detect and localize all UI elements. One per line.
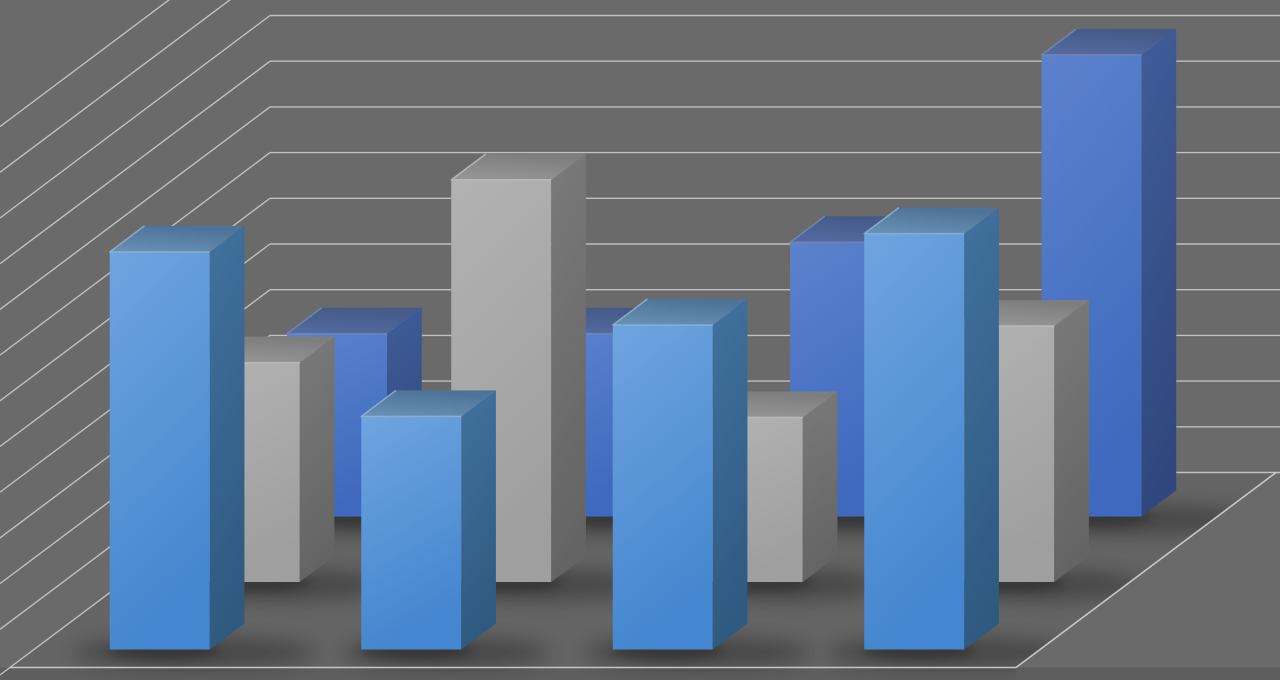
- bar-front-face: [864, 233, 965, 650]
- bar-side-face: [551, 153, 586, 582]
- bar-front-face: [361, 416, 462, 650]
- bar-top-face: [109, 225, 245, 252]
- bar-side-face: [712, 299, 748, 650]
- bar-top-face: [451, 153, 586, 180]
- bar-top-face: [612, 299, 748, 326]
- bar-side-face: [802, 391, 838, 582]
- bar-top-bevel-highlight: [1040, 28, 1142, 56]
- bar-top-bevel-highlight: [286, 307, 388, 335]
- bar-top-face: [287, 307, 422, 334]
- bar-top-bevel-highlight: [108, 225, 210, 253]
- bar-top-face: [361, 390, 496, 417]
- bar-front-cat4: [863, 206, 999, 650]
- bar-side-face: [209, 225, 245, 650]
- bar-side-face: [299, 336, 335, 582]
- side-wall-gridline: [0, 60, 271, 265]
- bar-top-bevel-highlight: [611, 298, 713, 326]
- bar-front-cat3: [611, 298, 748, 650]
- bar-side-face: [461, 390, 496, 650]
- bar-top-face: [1041, 28, 1177, 55]
- bar-side-face: [964, 207, 999, 650]
- bar-top-bevel-highlight: [450, 153, 552, 181]
- bar-top-bevel-highlight: [789, 215, 891, 244]
- bar-top-bevel-highlight: [360, 389, 462, 418]
- bar-front-face: [612, 325, 713, 650]
- side-wall-gridline: [0, 0, 170, 128]
- bar-front-cat1: [108, 225, 245, 650]
- side-wall-gridline: [0, 0, 231, 173]
- bar-top-face: [864, 207, 999, 234]
- side-wall-gridline: [0, 106, 271, 310]
- side-wall-gridline: [0, 14, 271, 219]
- bar-side-face: [1141, 28, 1177, 517]
- bar-front-face: [109, 251, 210, 650]
- floor-edge-lines-layer: [10, 471, 1277, 669]
- floor-front-apron: [0, 667, 1280, 680]
- bars-layer: [108, 28, 1177, 650]
- floor-right-edge-line: [1015, 471, 1277, 669]
- bar-side-face: [1054, 300, 1089, 582]
- bar-top-bevel-highlight: [863, 206, 965, 235]
- bar-front-cat2: [360, 389, 496, 650]
